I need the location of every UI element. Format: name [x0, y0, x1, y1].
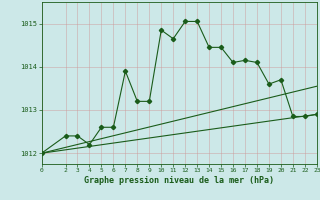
- X-axis label: Graphe pression niveau de la mer (hPa): Graphe pression niveau de la mer (hPa): [84, 176, 274, 185]
